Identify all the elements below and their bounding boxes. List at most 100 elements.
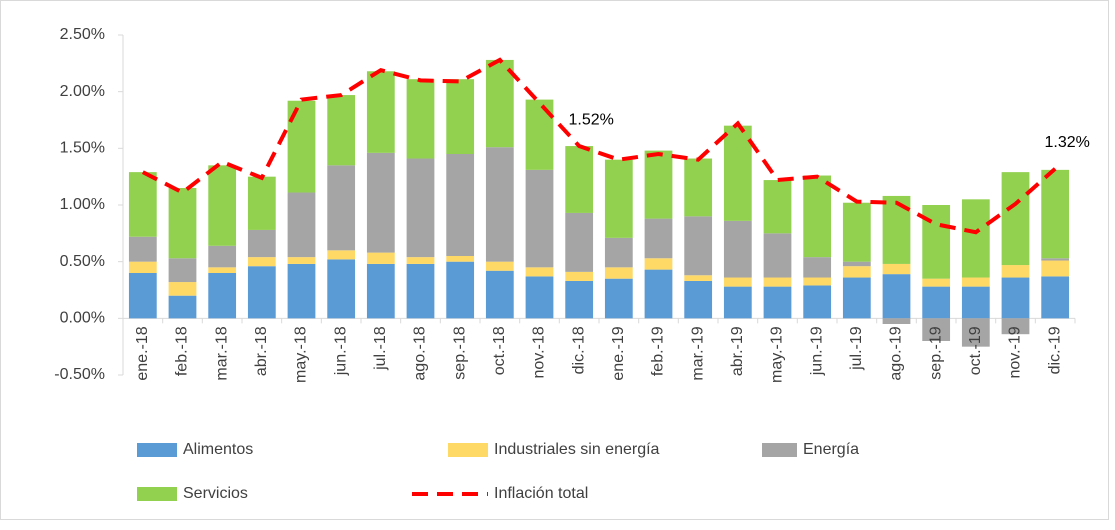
bar-segment [565,280,594,319]
bar-segment [366,263,395,319]
x-tick-label: mar.-18 [213,326,230,380]
bar-segment [485,270,514,319]
bar-segment [287,257,316,264]
bar-segment [763,180,792,234]
bar-segment [684,280,713,319]
bar-segment [128,261,157,273]
x-tick-label: jun.-19 [808,326,825,376]
bar-segment [208,165,237,246]
bar-segment [565,146,594,213]
bar-segment [922,318,951,341]
legend-swatch [448,443,488,457]
bar-segment [961,277,990,287]
bar-segment [525,267,554,277]
legend-swatch [762,443,797,457]
x-tick-label: mar.-19 [689,326,706,380]
bar-segment [128,236,157,262]
bar-segment [803,285,832,319]
bar-segment [644,258,673,270]
line [141,57,1057,235]
legend-label: Servicios [183,485,248,502]
x-tick-label: oct.-19 [967,326,984,375]
bar-segment [208,273,237,319]
bar-segment [247,229,276,258]
x-tick-label: nov.-19 [1007,326,1024,378]
bar-segment [1001,172,1030,266]
bar-segment [565,271,594,281]
bar-segment [565,212,594,272]
bar-segment [366,152,395,253]
x-tick-label: may.-19 [769,326,786,383]
bar-segment [327,95,356,166]
bar-segment [723,277,752,287]
bar-segment [287,263,316,319]
bar-segment [882,274,911,319]
bar-segment [882,318,911,324]
bar-segment [366,252,395,264]
bar-segment [684,275,713,281]
bar-segment [1001,265,1030,278]
x-tick-label: oct.-18 [491,326,508,375]
bar-segment [604,237,633,268]
bar-segment [723,125,752,221]
data-label: 1.32% [1044,134,1089,151]
bar-segment [168,188,197,259]
bar-segment [128,172,157,237]
x-tick-label: jul.-18 [372,326,389,371]
x-tick-label: ene.-19 [610,326,627,380]
x-tick-label: feb.-18 [174,326,191,376]
bar-segment [168,295,197,319]
bar-segment [406,263,435,319]
legend-label: Alimentos [183,441,253,458]
x-tick-label: ago.-18 [412,326,429,380]
bar-segment [604,159,633,238]
bar-segment [128,273,157,319]
legend-label: Industriales sin energía [494,441,660,458]
x-tick-label: jun.-18 [332,326,349,376]
bar-segment [446,79,475,154]
y-tick-label: 0.00% [60,310,105,327]
x-tick-label: feb.-19 [650,326,667,376]
bar-segment [842,266,871,278]
bar-segment [644,150,673,219]
bar-segment [684,158,713,217]
bar-segment [168,258,197,283]
bar-segment [882,263,911,275]
bar-segment [644,269,673,319]
bar-segment [684,216,713,276]
bar-segment [327,165,356,251]
bar-segment [406,158,435,258]
bar-segment [485,59,514,148]
bar-segment [406,257,435,264]
bar-segment [842,277,871,319]
bar-segment [803,175,832,258]
y-tick-label: 1.00% [60,196,105,213]
x-tick-label: dic.-18 [570,326,587,374]
x-tick-label: abr.-18 [253,326,270,376]
bar-segment [446,154,475,256]
bar-segment [525,99,554,170]
x-tick-label: ago.-19 [888,326,905,380]
x-tick-label: sep.-19 [927,326,944,379]
bar-segment [842,202,871,262]
bar-segment [406,79,435,159]
bar-segment [604,278,633,319]
bar-segment [1041,260,1070,277]
bar-segment [763,286,792,319]
legend-swatch [137,443,177,457]
x-tick-label: ene.-18 [134,326,151,380]
bar-segment [922,205,951,279]
bar-segment [723,286,752,319]
x-tick-label: dic.-19 [1046,326,1063,374]
bar-segment [525,169,554,268]
bar-segment [961,199,990,278]
bar-segment [644,218,673,259]
bar-segment [723,220,752,278]
x-tick-label: sep.-18 [451,326,468,379]
y-tick-label: 1.50% [60,140,105,157]
x-tick-label: may.-18 [293,326,310,383]
bar-segment [1001,318,1030,335]
bar-segment [803,277,832,286]
bar-segment [604,267,633,279]
